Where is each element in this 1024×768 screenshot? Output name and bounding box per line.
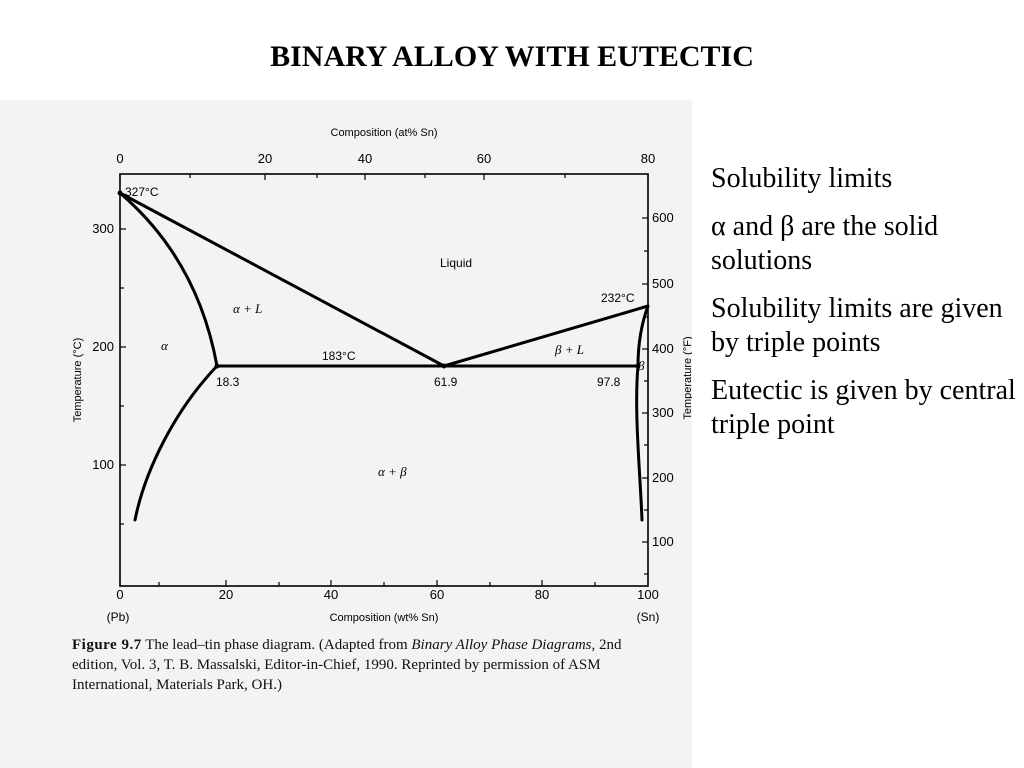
bottom-tick-label: 60 bbox=[430, 587, 444, 602]
top-tick-label: 80 bbox=[641, 151, 655, 166]
alpha-solidus-line bbox=[118, 191, 219, 368]
sn-end-label: (Sn) bbox=[637, 610, 660, 624]
bullet-list: Solubility limits α and β are the solid … bbox=[711, 162, 1021, 456]
right-tick-label: 100 bbox=[652, 534, 674, 549]
bottom-tick-label: 80 bbox=[535, 587, 549, 602]
bottom-tick-label: 100 bbox=[637, 587, 659, 602]
alpha-beta-region-label: α + β bbox=[378, 464, 407, 479]
right-tick-label: 500 bbox=[652, 276, 674, 291]
top-tick-label: 20 bbox=[258, 151, 272, 166]
top-tick-label: 0 bbox=[116, 151, 123, 166]
liquidus-right-line bbox=[442, 304, 650, 368]
liquidus-left-line bbox=[118, 191, 446, 368]
alpha-l-region-label: α + L bbox=[233, 301, 262, 316]
slide-title: BINARY ALLOY WITH EUTECTIC bbox=[270, 40, 754, 73]
caption-text-2: 2nd edition, Vol. 3, T. B. Massalski, Ed… bbox=[72, 637, 622, 693]
phase-diagram-figure: Composition (at% Sn) 0 20 40 60 80 0 20 … bbox=[0, 100, 692, 768]
bullet-item: Eutectic is given by central triple poin… bbox=[711, 375, 1016, 440]
bottom-tick-label: 40 bbox=[324, 587, 338, 602]
beta-region-label: β bbox=[637, 358, 645, 373]
left-tick-label: 100 bbox=[92, 457, 114, 472]
eutectic-point bbox=[441, 363, 447, 369]
alpha-region-label: α bbox=[161, 338, 169, 353]
right-tick-label: 200 bbox=[652, 470, 674, 485]
pb-end-label: (Pb) bbox=[107, 610, 130, 624]
bullet-item: α and β are the solid solutions bbox=[711, 211, 939, 276]
bottom-axis-label: Composition (wt% Sn) bbox=[330, 612, 439, 624]
eutectic-comp-label: 61.9 bbox=[434, 375, 458, 389]
alpha-solvus-line bbox=[133, 364, 219, 522]
beta-limit-point bbox=[635, 363, 641, 369]
alpha-limit-label: 18.3 bbox=[216, 375, 240, 389]
right-tick-label: 400 bbox=[652, 341, 674, 356]
figure-number: Figure 9.7 bbox=[72, 637, 142, 653]
alpha-limit-point bbox=[214, 363, 220, 369]
right-axis-label: Temperature (°F) bbox=[682, 336, 692, 419]
eutectic-temp-label: 183°C bbox=[322, 349, 356, 363]
sn-melt-label: 232°C bbox=[601, 291, 635, 305]
bottom-tick-label: 0 bbox=[116, 587, 123, 602]
left-tick-label: 300 bbox=[92, 221, 114, 236]
bullet-item: Solubility limits bbox=[711, 163, 893, 194]
bullet-item: Solubility limits are given by triple po… bbox=[711, 293, 1003, 358]
phase-diagram: Composition (at% Sn) 0 20 40 60 80 0 20 … bbox=[0, 100, 692, 768]
caption-italic-title: Binary Alloy Phase Diagrams, bbox=[411, 637, 596, 653]
right-tick-label: 600 bbox=[652, 210, 674, 225]
pb-melting-point bbox=[117, 190, 123, 196]
right-tick-label: 300 bbox=[652, 405, 674, 420]
top-tick-label: 60 bbox=[477, 151, 491, 166]
top-axis-label: Composition (at% Sn) bbox=[331, 127, 438, 139]
pb-melt-label: 327°C bbox=[125, 185, 159, 199]
beta-limit-label: 97.8 bbox=[597, 375, 621, 389]
bottom-tick-label: 20 bbox=[219, 587, 233, 602]
top-tick-label: 40 bbox=[358, 151, 372, 166]
left-tick-label: 200 bbox=[92, 339, 114, 354]
beta-solidus-line bbox=[636, 304, 650, 368]
caption-text-1: The lead–tin phase diagram. (Adapted fro… bbox=[145, 637, 408, 653]
beta-solvus-line bbox=[635, 364, 644, 522]
figure-caption: Figure 9.7 The lead–tin phase diagram. (… bbox=[72, 635, 632, 695]
beta-l-region-label: β + L bbox=[554, 342, 584, 357]
left-axis-label: Temperature (°C) bbox=[72, 338, 84, 422]
liquid-region-label: Liquid bbox=[440, 256, 472, 270]
